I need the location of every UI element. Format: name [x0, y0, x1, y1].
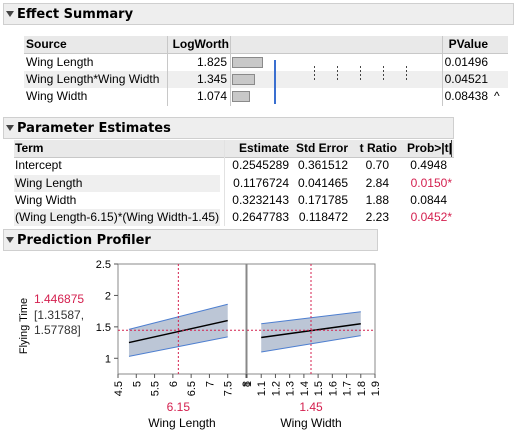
factor-current-value: 1.45 — [299, 400, 323, 414]
effect-logworth: 1.074 — [196, 89, 227, 103]
effect-pvalue: 0.08438 — [444, 89, 488, 103]
x-tick-label: 1.5 — [313, 381, 325, 396]
x-tick-label: 1.6 — [327, 381, 339, 396]
x-tick-label: 7 — [204, 381, 216, 387]
std-error: 0.171785 — [297, 193, 348, 207]
effect-summary-title: Effect Summary — [17, 7, 134, 22]
col-prob[interactable]: Prob>|t| — [406, 141, 452, 155]
response-label: Flying Time — [18, 298, 30, 354]
factor-current-value: 6.15 — [167, 400, 191, 414]
std-error: 0.118472 — [298, 210, 348, 224]
x-tick-label: 5.5 — [150, 381, 162, 396]
significance-line — [274, 60, 276, 104]
x-tick-label: 1.8 — [356, 381, 368, 396]
t-ratio: 1.88 — [365, 193, 389, 207]
response-ci-upper: 1.57788] — [34, 323, 81, 337]
parameter-estimates-title: Parameter Estimates — [17, 121, 171, 136]
estimate: 0.2647783 — [232, 210, 289, 224]
x-tick-label: 1 — [242, 381, 254, 387]
effect-logworth: 1.345 — [196, 72, 227, 86]
t-ratio: 0.70 — [365, 158, 389, 172]
x-tick-label: 5 — [131, 381, 143, 387]
prob-significant: 0.0150* — [410, 176, 452, 190]
y-tick-label: 1 — [105, 353, 111, 365]
estimate: 0.2545289 — [232, 158, 289, 172]
term: Wing Length — [15, 176, 83, 190]
t-ratio: 2.23 — [365, 210, 389, 224]
y-tick-label: 2 — [105, 290, 111, 302]
col-pvalue[interactable]: PValue — [448, 37, 488, 51]
std-error: 0.361512 — [297, 158, 348, 172]
effect-summary-table: Source LogWorth PValue Wing Length 1.825… — [24, 36, 508, 106]
prob-significant: 0.0452* — [410, 210, 452, 224]
containment-caret: ^ — [494, 89, 500, 103]
x-tick-label: 1.7 — [342, 381, 354, 396]
effect-source: Wing Length*Wing Width — [26, 72, 160, 86]
x-tick-label: 8 — [241, 381, 253, 387]
confidence-band — [261, 311, 361, 352]
effect-logworth: 1.825 — [196, 55, 227, 69]
col-std-error[interactable]: Std Error — [295, 141, 348, 155]
response-value: 1.446875 — [34, 292, 84, 306]
reference-dotted-lines — [314, 66, 426, 80]
prediction-profiler-chart[interactable]: Flying Time 1.446875 [1.31587, 1.57788] … — [0, 250, 519, 440]
term: Wing Width — [15, 193, 77, 207]
y-tick-label: 1.5 — [96, 322, 111, 334]
effect-source: Wing Width — [26, 89, 88, 103]
effect-pvalue: 0.04521 — [444, 72, 488, 86]
disclosure-triangle-icon[interactable] — [6, 125, 14, 131]
col-source[interactable]: Source — [26, 37, 67, 51]
effect-summary-header[interactable]: Effect Summary — [3, 3, 514, 25]
factor-label: Wing Width — [280, 416, 341, 430]
prob: 0.0844 — [410, 193, 447, 207]
x-tick-label: 7.5 — [223, 381, 235, 396]
x-tick-label: 1.1 — [256, 381, 268, 396]
prob: 0.4948 — [410, 158, 447, 172]
effect-pvalue: 0.01496 — [444, 55, 488, 69]
x-tick-label: 6 — [168, 381, 180, 387]
lower-ci-line — [261, 335, 361, 353]
x-tick-label: 1.4 — [299, 381, 311, 396]
col-logworth[interactable]: LogWorth — [172, 37, 229, 51]
parameter-estimates-header[interactable]: Parameter Estimates — [3, 117, 454, 139]
x-tick-label: 6.5 — [186, 381, 198, 396]
y-tick-label: 2.5 — [96, 259, 111, 271]
logworth-bar — [232, 74, 255, 85]
t-ratio: 2.84 — [365, 176, 389, 190]
col-t-ratio[interactable]: t Ratio — [359, 141, 397, 155]
logworth-bar — [232, 57, 263, 68]
std-error: 0.041465 — [297, 176, 348, 190]
disclosure-triangle-icon[interactable] — [6, 237, 14, 243]
estimate: 0.1176724 — [233, 176, 289, 190]
term: (Wing Length-6.15)*(Wing Width-1.45) — [15, 210, 220, 224]
prediction-line — [128, 319, 228, 344]
lower-ci-line — [128, 336, 228, 357]
effect-source: Wing Length — [26, 55, 94, 69]
prediction-profiler-title: Prediction Profiler — [17, 233, 151, 248]
x-tick-label: 1.9 — [370, 381, 382, 396]
col-term[interactable]: Term — [15, 141, 44, 155]
disclosure-triangle-icon[interactable] — [6, 11, 14, 17]
logworth-bar — [232, 91, 250, 102]
parameter-estimates-table: Term Estimate Std Error t Ratio Prob>|t|… — [14, 140, 454, 226]
col-estimate[interactable]: Estimate — [238, 141, 289, 155]
response-ci-lower: [1.31587, — [34, 308, 84, 322]
x-tick-label: 1.2 — [270, 381, 282, 396]
prediction-profiler-header[interactable]: Prediction Profiler — [3, 229, 378, 251]
estimate: 0.3232143 — [232, 193, 289, 207]
factor-label: Wing Length — [148, 416, 215, 430]
x-tick-label: 4.5 — [113, 381, 125, 396]
x-tick-label: 1.3 — [285, 381, 297, 396]
term: Intercept — [15, 158, 62, 172]
